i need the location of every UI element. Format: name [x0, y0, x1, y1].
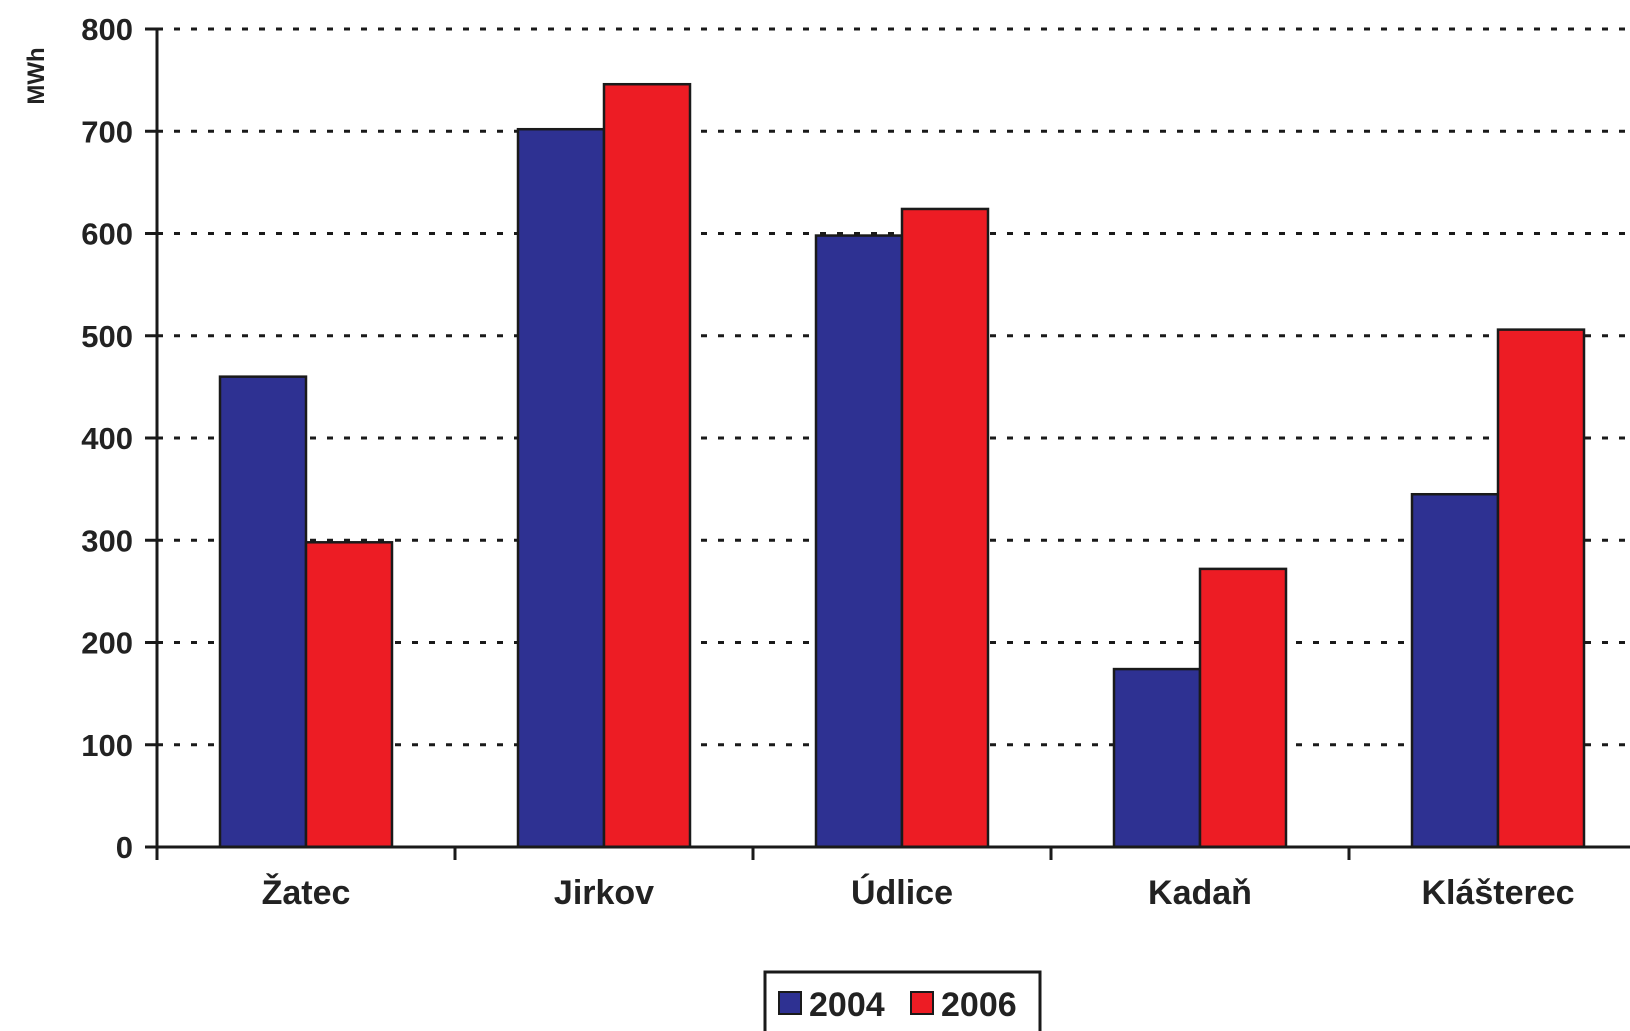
bar-2006-0 [304, 541, 394, 849]
bar-2006-1 [602, 82, 692, 849]
x-category-label: Údlice [851, 874, 953, 912]
x-category-label: Žatec [262, 874, 351, 912]
y-tick-label: 100 [81, 728, 133, 763]
y-tick-label: 0 [116, 830, 133, 865]
y-tick-label: 400 [81, 421, 133, 456]
legend-label-2004: 2004 [809, 986, 885, 1024]
x-category-label: Klášterec [1421, 874, 1574, 912]
x-category-labels: Žatec Jirkov Údlice Kadaň Klášterec [262, 874, 1575, 912]
y-tick-label: 600 [81, 217, 133, 252]
bar-2004-3 [1112, 667, 1202, 849]
x-category-label: Jirkov [554, 874, 654, 912]
legend-swatch-2004 [778, 991, 802, 1015]
bar-2004-0 [218, 375, 308, 849]
y-tick-label: 700 [81, 114, 133, 149]
y-axis-label: MWh [23, 47, 50, 104]
bar-2006-2 [900, 207, 990, 849]
y-tick-labels: 0 100 200 300 400 500 600 700 800 [81, 12, 133, 865]
y-tick-label: 800 [81, 12, 133, 47]
bar-2006-3 [1198, 567, 1288, 849]
bars [218, 82, 1586, 849]
legend-swatch-2006 [910, 991, 934, 1015]
legend: 2004 2006 [763, 970, 1042, 1031]
legend-label-2006: 2006 [941, 986, 1017, 1024]
x-category-label: Kadaň [1148, 874, 1252, 912]
bar-2004-4 [1410, 492, 1500, 849]
y-tick-label: 200 [81, 626, 133, 661]
bar-2004-1 [516, 127, 606, 849]
bar-2006-4 [1496, 328, 1586, 849]
axes [145, 27, 1630, 860]
y-tick-label: 300 [81, 523, 133, 558]
y-tick-label: 500 [81, 319, 133, 354]
bar-2004-2 [814, 234, 904, 849]
legend-box [763, 970, 1042, 1031]
